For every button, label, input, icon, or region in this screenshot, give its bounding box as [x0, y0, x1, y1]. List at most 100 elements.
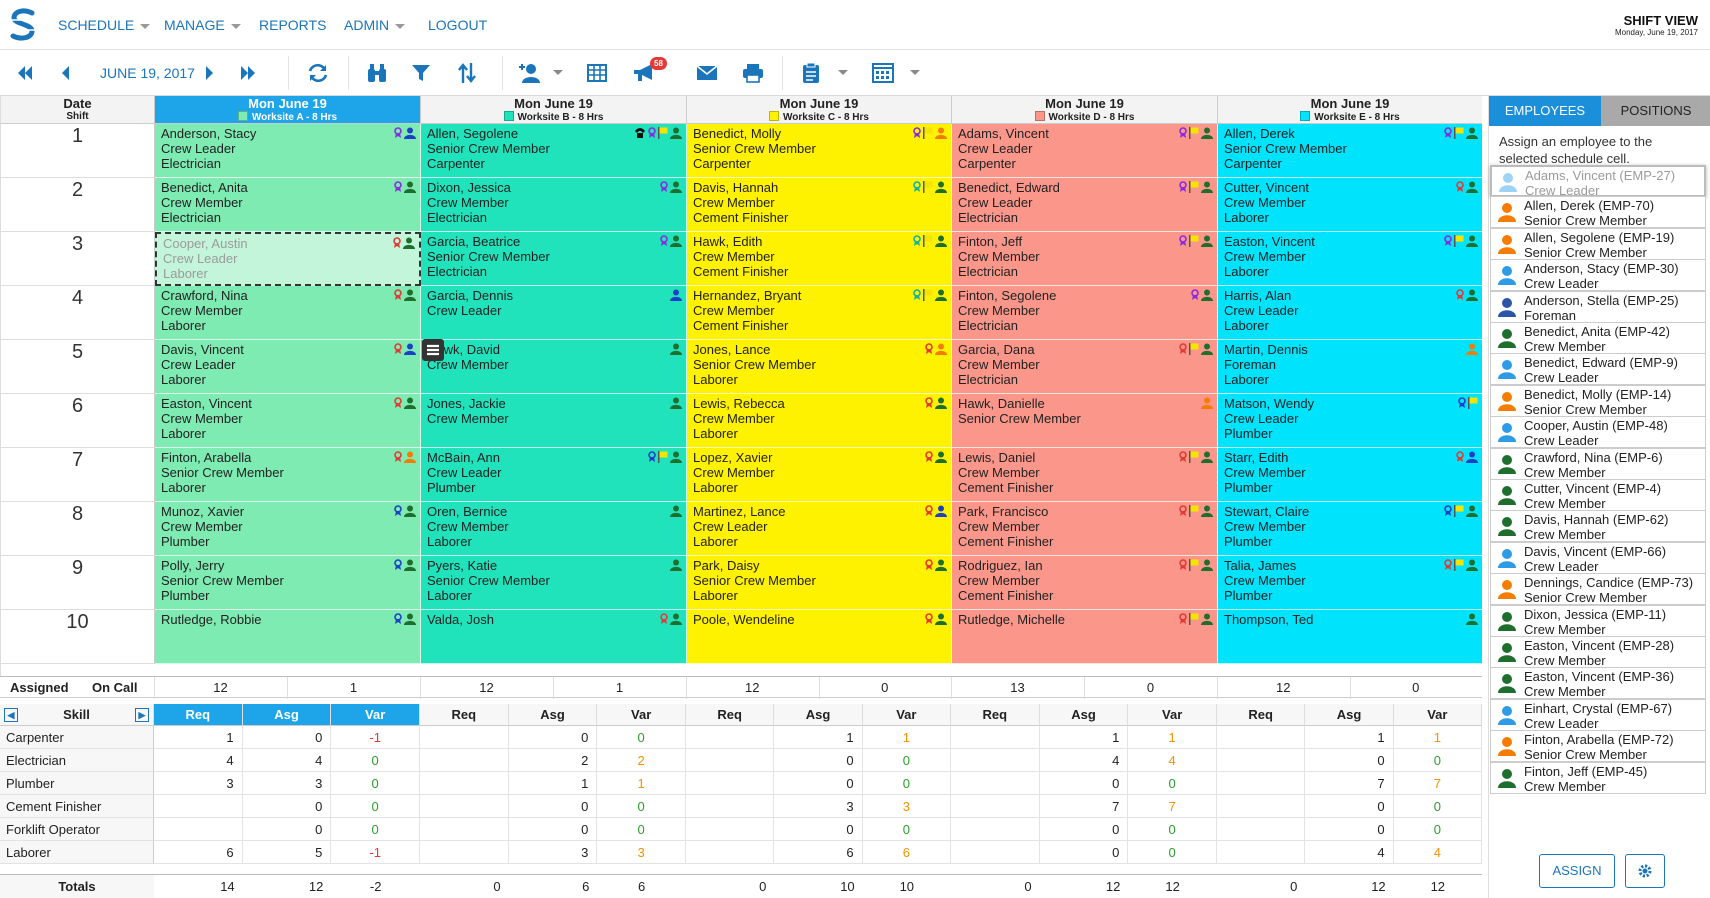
megaphone-icon[interactable] [628, 50, 660, 96]
schedule-cell[interactable]: Cooper, Austin Crew Leader Laborer [155, 232, 421, 286]
schedule-cell[interactable]: Park, Francisco Crew Member Cement Finishe… [952, 502, 1218, 556]
schedule-cell[interactable]: Easton, Vincent Crew Member Laborer [1218, 232, 1482, 286]
schedule-cell[interactable]: Benedict, Anita Crew Member Electrician [155, 178, 421, 232]
prev-icon[interactable] [52, 50, 78, 96]
schedule-cell[interactable]: Allen, Segolene Senior Crew Member Carpent… [421, 124, 687, 178]
first-icon[interactable] [10, 50, 40, 96]
employee-list-item[interactable]: Allen, Derek (EMP-70) Senior Crew Member [1490, 196, 1706, 229]
employee-list-item[interactable]: Cooper, Austin (EMP-48) Crew Leader [1490, 416, 1706, 449]
schedule-cell[interactable]: Hawk, Edith Crew Member Cement Finisher [687, 232, 952, 286]
binoculars-icon[interactable] [362, 50, 392, 96]
calendar-grid-icon[interactable] [868, 50, 898, 96]
assign-button[interactable]: ASSIGN [1539, 854, 1615, 888]
schedule-cell[interactable]: Jones, Jackie Crew Member [421, 394, 687, 448]
refresh-icon[interactable] [302, 50, 334, 96]
employee-list-item[interactable]: Finton, Arabella (EMP-72) Senior Crew Mem… [1490, 730, 1706, 763]
schedule-cell[interactable]: Adams, Vincent Crew Leader Carpenter [952, 124, 1218, 178]
schedule-cell[interactable]: Thompson, Ted [1218, 610, 1482, 664]
schedule-cell[interactable]: Hawk, David Crew Member [421, 340, 687, 394]
print-icon[interactable] [738, 50, 768, 96]
schedule-cell[interactable]: Cutter, Vincent Crew Member Laborer [1218, 178, 1482, 232]
skill-col-var[interactable]: Var [331, 704, 420, 726]
column-header-1[interactable]: Mon June 19 Worksite A - 8 Hrs [155, 96, 421, 124]
skill-col-asg[interactable]: Asg [1305, 704, 1394, 726]
schedule-cell[interactable]: Hawk, Danielle Senior Crew Member [952, 394, 1218, 448]
schedule-cell[interactable]: Garcia, Dana Crew Member Electrician [952, 340, 1218, 394]
schedule-cell[interactable]: Poole, Wendeline [687, 610, 952, 664]
skill-col-var[interactable]: Var [597, 704, 686, 726]
skill-col-req[interactable]: Req [951, 704, 1040, 726]
schedule-cell[interactable]: Talia, James Crew Member Plumber [1218, 556, 1482, 610]
employee-list-item[interactable]: Crawford, Nina (EMP-6) Crew Member [1490, 447, 1706, 480]
schedule-cell[interactable]: Easton, Vincent Crew Member Laborer [155, 394, 421, 448]
employee-list-item[interactable]: Anderson, Stella (EMP-25) Foreman [1490, 290, 1706, 323]
schedule-cell[interactable]: Finton, Segolene Crew Member Electrician [952, 286, 1218, 340]
schedule-cell[interactable]: Matson, Wendy Crew Leader Plumber [1218, 394, 1482, 448]
filter-icon[interactable] [406, 50, 436, 96]
schedule-cell[interactable]: Harris, Alan Crew Leader Laborer [1218, 286, 1482, 340]
collapse-left-icon[interactable]: ◀ [4, 708, 18, 722]
nav-manage[interactable]: MANAGE [164, 0, 241, 50]
employee-list-item[interactable]: Davis, Vincent (EMP-66) Crew Leader [1490, 541, 1706, 574]
employee-list-item[interactable]: Einhart, Crystal (EMP-67) Crew Leader [1490, 698, 1706, 731]
schedule-cell[interactable]: Davis, Hannah Crew Member Cement Finisher [687, 178, 952, 232]
skill-col-req[interactable]: Req [154, 704, 243, 726]
schedule-cell[interactable]: Polly, Jerry Senior Crew Member Plumber [155, 556, 421, 610]
schedule-cell[interactable]: Benedict, Molly Senior Crew Member Carpent… [687, 124, 952, 178]
column-header-5[interactable]: Mon June 19 Worksite E - 8 Hrs [1218, 96, 1482, 124]
employee-list-item[interactable]: Anderson, Stacy (EMP-30) Crew Leader [1490, 259, 1706, 292]
next-icon[interactable] [196, 50, 222, 96]
employee-list-item[interactable]: Easton, Vincent (EMP-28) Crew Member [1490, 636, 1706, 668]
employee-list-item[interactable]: Dixon, Jessica (EMP-11) Crew Member [1490, 604, 1706, 637]
skill-col-req[interactable]: Req [420, 704, 509, 726]
tab-positions[interactable]: POSITIONS [1601, 96, 1710, 126]
skill-col-var[interactable]: Var [1393, 704, 1482, 726]
skill-col-asg[interactable]: Asg [1039, 704, 1129, 726]
schedule-cell[interactable]: Munoz, Xavier Crew Member Plumber [155, 502, 421, 556]
employee-list-item[interactable]: Adams, Vincent (EMP-27) Crew Leader [1490, 165, 1706, 197]
sort-icon[interactable] [452, 50, 482, 96]
last-icon[interactable] [232, 50, 264, 96]
nav-admin[interactable]: ADMIN [344, 0, 406, 50]
schedule-cell[interactable]: Hernandez, Bryant Crew Member Cement Finis… [687, 286, 952, 340]
skill-col-var[interactable]: Var [1128, 704, 1217, 726]
schedule-cell[interactable]: Lewis, Rebecca Crew Member Laborer [687, 394, 952, 448]
current-date-label[interactable]: JUNE 19, 2017 [100, 65, 195, 81]
schedule-cell[interactable]: Finton, Arabella Senior Crew Member Labore… [155, 448, 421, 502]
employee-list-item[interactable]: Dennings, Candice (EMP-73) Senior Crew Me… [1490, 573, 1706, 606]
expand-right-icon[interactable]: ▶ [135, 708, 149, 722]
mail-icon[interactable] [692, 50, 722, 96]
schedule-cell[interactable]: Lopez, Xavier Crew Member Laborer [687, 448, 952, 502]
column-header-4[interactable]: Mon June 19 Worksite D - 8 Hrs [952, 96, 1218, 124]
employee-list-item[interactable]: Benedict, Molly (EMP-14) Senior Crew Memb… [1490, 384, 1706, 417]
skill-col-req[interactable]: Req [686, 704, 775, 726]
schedule-cell[interactable]: Stewart, Claire Crew Member Plumber [1218, 502, 1482, 556]
skill-col-var[interactable]: Var [862, 704, 951, 726]
column-header-3[interactable]: Mon June 19 Worksite C - 8 Hrs [687, 96, 952, 124]
assign-user-icon[interactable] [516, 50, 544, 96]
schedule-cell[interactable]: Garcia, Beatrice Senior Crew Member Electr… [421, 232, 687, 286]
employee-list-item[interactable]: Easton, Vincent (EMP-36) Crew Member [1490, 667, 1706, 700]
employee-list-item[interactable]: Benedict, Anita (EMP-42) Crew Member [1490, 322, 1706, 354]
nav-reports[interactable]: REPORTS [259, 0, 326, 50]
app-logo-icon[interactable] [8, 8, 38, 42]
settings-button[interactable] [1625, 854, 1665, 888]
nav-schedule[interactable]: SCHEDULE [58, 0, 151, 50]
schedule-cell[interactable]: Jones, Lance Senior Crew Member Laborer [687, 340, 952, 394]
schedule-cell[interactable]: Starr, Edith Crew Member Plumber [1218, 448, 1482, 502]
tab-employees[interactable]: EMPLOYEES [1489, 96, 1601, 126]
skill-col-asg[interactable]: Asg [774, 704, 863, 726]
employee-list-item[interactable]: Cutter, Vincent (EMP-4) Crew Member [1490, 479, 1706, 511]
schedule-cell[interactable]: Benedict, Edward Crew Leader Electrician [952, 178, 1218, 232]
employee-list-item[interactable]: Allen, Segolene (EMP-19) Senior Crew Memb… [1490, 227, 1706, 260]
schedule-cell[interactable]: McBain, Ann Crew Leader Plumber [421, 448, 687, 502]
schedule-cell[interactable]: Rutledge, Michelle [952, 610, 1218, 664]
employee-list-item[interactable]: Finton, Jeff (EMP-45) Crew Member [1490, 761, 1706, 794]
schedule-cell[interactable]: Garcia, Dennis Crew Leader [421, 286, 687, 340]
employee-list-item[interactable]: Benedict, Edward (EMP-9) Crew Leader [1490, 353, 1706, 386]
schedule-cell[interactable]: Lewis, Daniel Crew Member Cement Finisher [952, 448, 1218, 502]
schedule-cell[interactable]: Martinez, Lance Crew Leader Laborer [687, 502, 952, 556]
skill-col-req[interactable]: Req [1217, 704, 1306, 726]
schedule-cell[interactable]: Finton, Jeff Crew Member Electrician [952, 232, 1218, 286]
schedule-cell[interactable]: Park, Daisy Senior Crew Member Laborer [687, 556, 952, 610]
